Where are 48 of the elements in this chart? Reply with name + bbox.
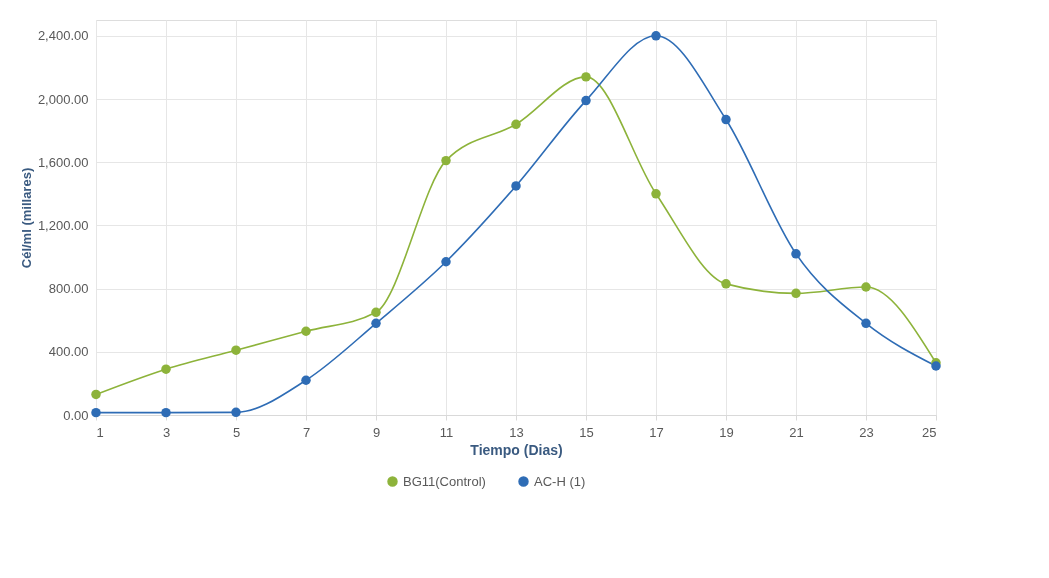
point <box>371 318 381 329</box>
point <box>161 364 171 374</box>
x-tick-label: 11 <box>439 424 454 440</box>
point <box>581 95 591 106</box>
x-tick-label: 25 <box>922 424 937 440</box>
x-tick-label: 5 <box>232 424 241 440</box>
x-tick-label: 13 <box>509 424 524 440</box>
point <box>791 249 801 259</box>
point <box>721 279 731 289</box>
x-tick-label: 9 <box>372 424 381 440</box>
y-tick-label: 0.00 <box>63 407 89 423</box>
y-tick-label: 800.00 <box>48 281 89 297</box>
point <box>791 288 801 299</box>
point <box>721 114 731 125</box>
point <box>91 407 101 418</box>
point <box>91 389 101 400</box>
x-tick-label: 15 <box>579 424 594 440</box>
x-axis-title: Tiempo (Dias) <box>470 441 563 458</box>
point <box>301 375 311 385</box>
y-axis-title: Cél/ml (millares) <box>18 167 34 269</box>
y-tick-label: 2,000.00 <box>37 91 89 107</box>
point <box>301 326 311 336</box>
point <box>511 181 521 191</box>
point <box>441 257 451 267</box>
point <box>231 407 241 418</box>
y-tick-label: 1,200.00 <box>37 217 89 233</box>
y-tick-label: 1,600.00 <box>37 154 89 170</box>
legend-label: AC-H (1) <box>534 473 586 489</box>
y-tick-label: 2,400.00 <box>37 28 89 44</box>
y-tick-label: 400.00 <box>48 344 89 360</box>
point <box>861 318 871 329</box>
x-tick-label: 7 <box>302 424 311 440</box>
x-tick-label: 23 <box>859 424 874 440</box>
x-tick-label: 21 <box>789 424 804 440</box>
x-tick-label: 19 <box>719 424 734 440</box>
x-tick-label: 1 <box>96 424 104 440</box>
x-tick-label: 3 <box>162 424 171 440</box>
point <box>161 407 171 418</box>
point <box>511 119 521 130</box>
x-tick-label: 17 <box>649 424 664 440</box>
point <box>371 307 381 318</box>
point <box>231 345 241 355</box>
point <box>581 72 591 82</box>
legend-label: BG11(Control) <box>403 473 486 489</box>
point <box>441 155 451 166</box>
point <box>651 189 661 199</box>
point <box>861 282 871 292</box>
point <box>651 31 661 41</box>
